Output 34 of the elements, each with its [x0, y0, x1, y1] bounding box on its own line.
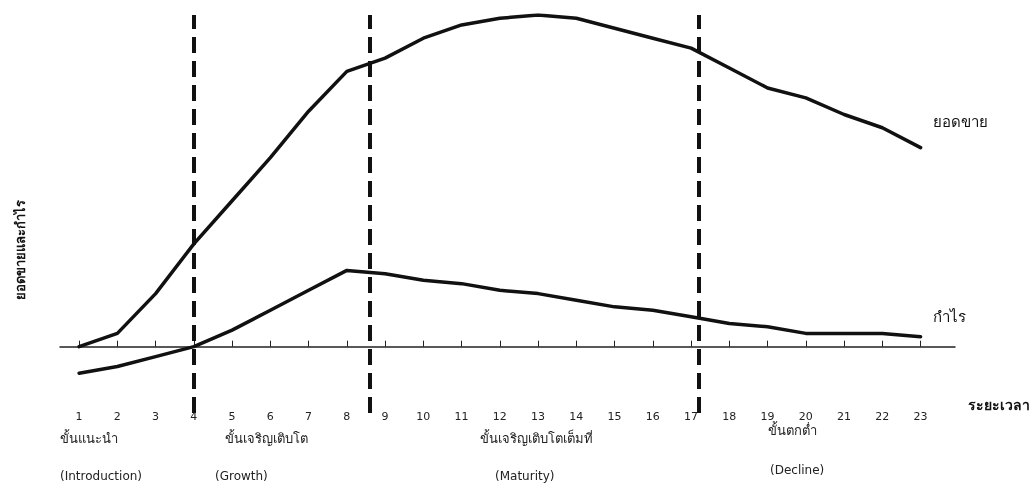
x-tick-label: 2: [113, 410, 121, 423]
x-tick-label: 15: [607, 410, 622, 423]
x-tick-label: 19: [760, 410, 775, 423]
x-tick-label: 13: [531, 410, 546, 423]
x-tick-label: 8: [343, 410, 351, 423]
x-tick-label: 6: [266, 410, 274, 423]
x-tick-label: 3: [152, 410, 160, 423]
x-tick-label: 11: [454, 410, 469, 423]
text: (Maturity): [495, 469, 555, 483]
x-tick-label: 23: [913, 410, 928, 423]
text: ขั้นเจริญเติบโตเต็มที่: [480, 429, 593, 446]
y-axis-title: ยอดขายและกำไร: [12, 200, 28, 300]
x-tick-label: 9: [381, 410, 389, 423]
x-tick-label: 18: [722, 410, 737, 423]
x-tick-label: 21: [837, 410, 852, 423]
text: ขั้นตกต่ำ: [768, 421, 817, 438]
text: (Decline): [770, 463, 825, 477]
x-tick-label: 5: [228, 410, 236, 423]
text: ขั้นแนะนำ: [60, 429, 118, 446]
text: (Growth): [215, 469, 268, 483]
x-tick-label: 16: [645, 410, 660, 423]
x-tick-label: 10: [416, 410, 431, 423]
x-tick-label: 20: [798, 410, 813, 423]
x-axis-title: ระยะเวลา: [968, 397, 1030, 413]
x-tick-label: 17: [684, 410, 699, 423]
x-tick-label: 12: [492, 410, 507, 423]
text: ขั้นเจริญเติบโต: [225, 429, 308, 446]
x-tick-label: 7: [305, 410, 313, 423]
series-label: ยอดขาย: [932, 112, 988, 131]
text: (Introduction): [60, 469, 143, 483]
series-label: กำไร: [932, 307, 966, 326]
x-tick-label: 14: [569, 410, 584, 423]
x-tick-label: 1: [75, 410, 83, 423]
x-tick-label: 22: [875, 410, 890, 423]
